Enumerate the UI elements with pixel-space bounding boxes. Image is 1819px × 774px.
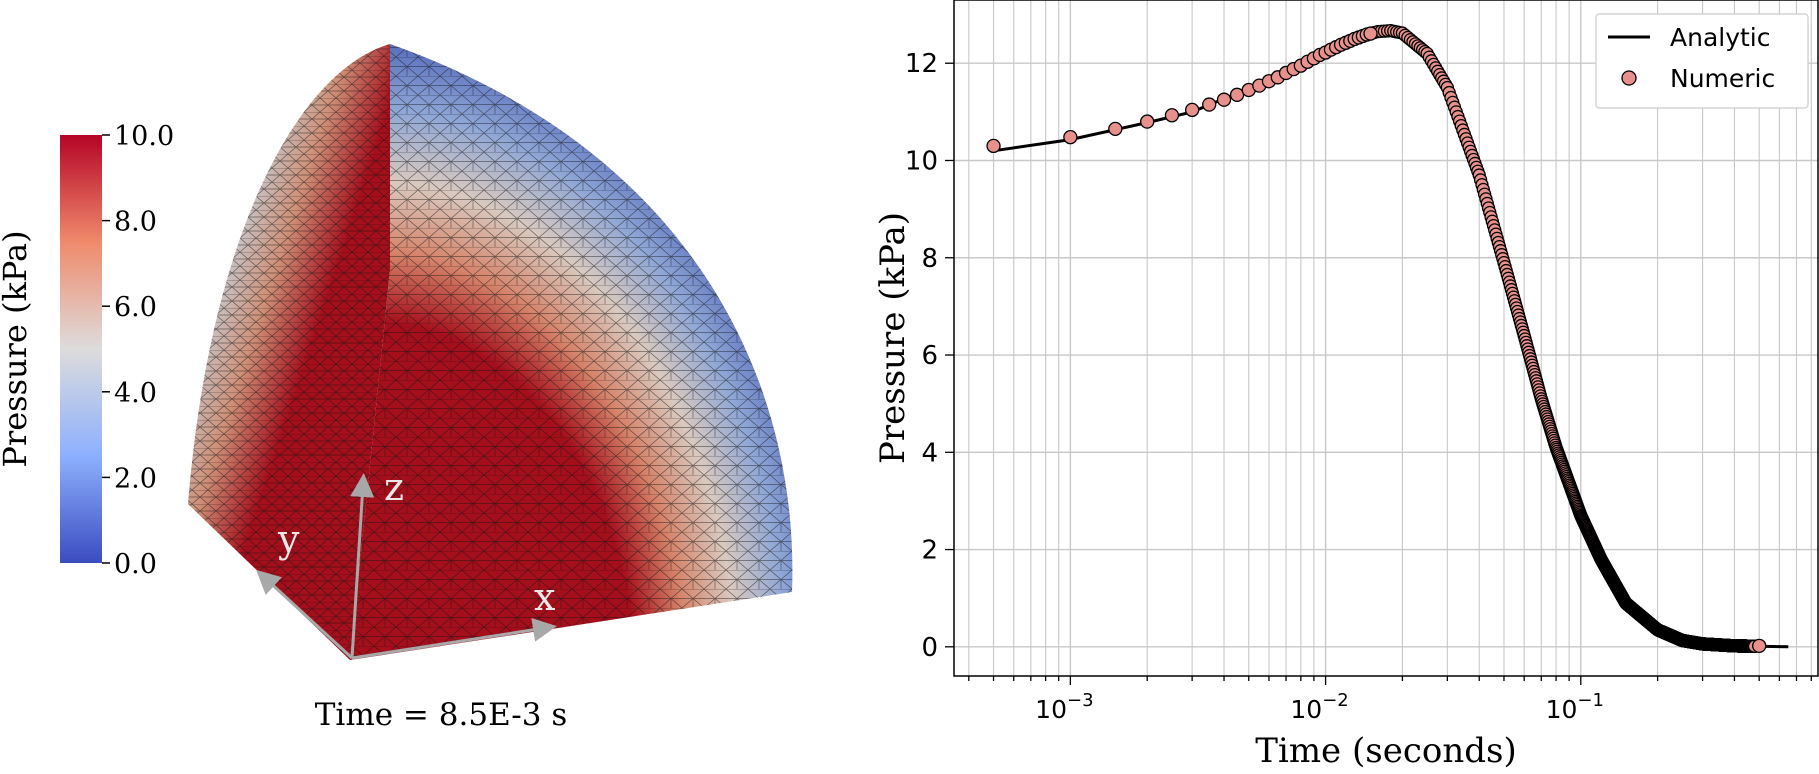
chart-series <box>986 23 1789 653</box>
colorbar-tick-label: 2.0 <box>114 463 157 494</box>
chart-ticks: 0 2 4 6 8 10 12 10−3 10−2 10−1 <box>905 49 1812 724</box>
colorbar-tick-label: 10.0 <box>114 121 174 152</box>
y-axis-arrow <box>256 569 354 660</box>
y-tick-label: 4 <box>921 438 938 468</box>
z-axis-label: z <box>384 465 404 509</box>
chart-grid <box>954 0 1818 676</box>
mesh-render-panel: z x y 10.0 8.0 6.0 4.0 2.0 0.0 Pressure (kPa)… <box>0 0 880 770</box>
x-axis-title: Time (seconds) <box>1255 731 1516 770</box>
time-caption: Time = 8.5E-3 s <box>315 697 567 733</box>
numeric-point <box>1202 97 1217 112</box>
pressure-chart: 0 2 4 6 8 10 12 10−3 10−2 10−1 Time (seconds) Pre… <box>873 0 1819 771</box>
numeric-point <box>1216 92 1232 107</box>
y-tick-label: 0 <box>921 633 938 663</box>
colorbar-gradient <box>60 135 102 563</box>
y-tick-label: 12 <box>905 49 938 79</box>
x-axis-arrow <box>351 617 557 660</box>
colorbar-label: Pressure (kPa) <box>0 230 34 467</box>
pressure-chart-panel: 0 2 4 6 8 10 12 10−3 10−2 10−1 Time (seconds) Pre… <box>840 0 1819 771</box>
x-axis-label: x <box>534 575 555 619</box>
numeric-point <box>1164 108 1180 123</box>
x-tick-label: 10−2 <box>1290 690 1348 724</box>
colorbar-tick-label: 4.0 <box>114 378 157 409</box>
mesh-render: z x y 10.0 8.0 6.0 4.0 2.0 0.0 Pressure (kPa)… <box>0 44 793 733</box>
y-axis-title: Pressure (kPa) <box>873 212 913 464</box>
legend-analytic-label: Analytic <box>1670 23 1771 52</box>
numeric-point <box>986 138 1001 154</box>
numeric-point <box>1752 638 1767 653</box>
numeric-point <box>1140 114 1155 129</box>
numeric-point <box>1184 102 1200 118</box>
colorbar-tick-label: 8.0 <box>114 207 157 238</box>
colorbar: 10.0 8.0 6.0 4.0 2.0 0.0 Pressure (kPa) <box>0 121 174 580</box>
numeric-point <box>1108 121 1123 137</box>
axis-triad: z x y <box>256 465 557 660</box>
plot-frame <box>953 0 1819 677</box>
x-tick-label: 10−1 <box>1546 690 1604 724</box>
x-tick-label: 10−3 <box>1035 690 1093 724</box>
z-axis-arrow <box>350 473 375 659</box>
colorbar-tick-label: 0.0 <box>114 549 157 580</box>
y-tick-label: 6 <box>921 341 938 371</box>
y-tick-label: 2 <box>921 536 938 566</box>
chart-legend: Analytic Numeric <box>1595 13 1809 109</box>
numeric-point <box>1063 129 1078 145</box>
y-axis-label: y <box>277 517 300 561</box>
legend-numeric-swatch <box>1621 70 1637 86</box>
colorbar-tick-label: 6.0 <box>114 292 157 323</box>
legend-numeric-label: Numeric <box>1670 64 1775 93</box>
numeric-point <box>1363 26 1378 41</box>
numeric-series-dense <box>1367 23 1762 653</box>
y-tick-label: 10 <box>905 146 938 176</box>
y-tick-label: 8 <box>921 244 938 274</box>
